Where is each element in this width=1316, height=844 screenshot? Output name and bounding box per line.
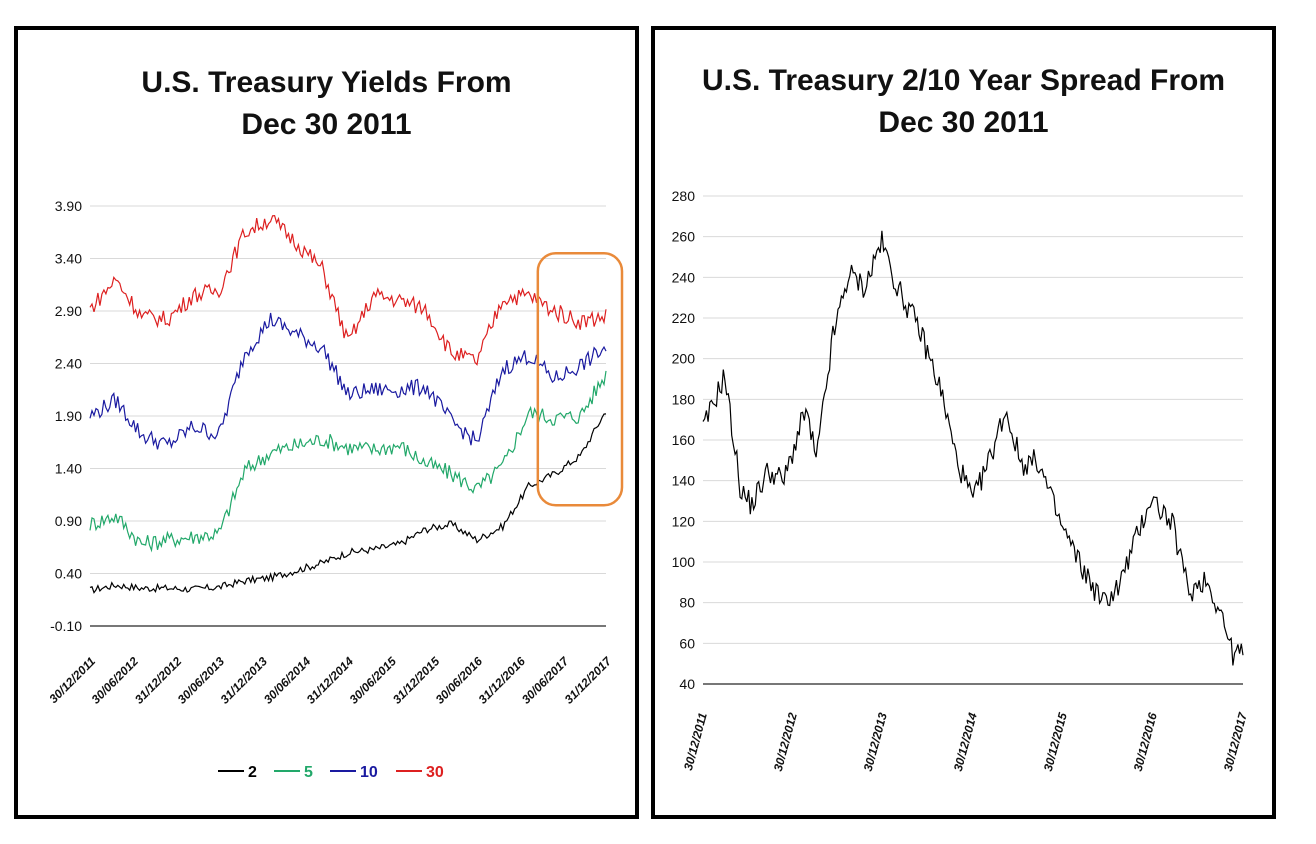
legend-label-2: 2 [248, 764, 257, 781]
y-tick-label: -0.10 [50, 618, 82, 634]
y-tick-label: 60 [679, 635, 695, 651]
y-tick-label: 140 [672, 473, 696, 489]
yields-title-line1: U.S. Treasury Yields From [141, 66, 512, 99]
y-tick-label: 180 [672, 391, 696, 407]
series-line-10 [89, 312, 607, 450]
spread-title-line1: U.S. Treasury 2/10 Year Spread From [701, 64, 1226, 97]
x-tick-label: 30/12/2013 [861, 711, 890, 773]
x-tick-label: 30/12/2014 [951, 711, 980, 773]
series-line-spread [702, 230, 1244, 666]
x-tick-label: 30/12/2011 [681, 711, 710, 772]
y-tick-label: 260 [672, 229, 696, 245]
yields-chart-title: U.S. Treasury Yields From Dec 30 2011 [18, 62, 635, 146]
y-tick-label: 160 [672, 432, 696, 448]
x-tick-label: 30/12/2012 [771, 711, 800, 773]
y-tick-label: 0.40 [55, 566, 82, 582]
series-line-2 [89, 413, 607, 594]
yields-chart-svg: 3.903.402.902.401.901.400.900.40-0.1030/… [46, 198, 624, 781]
x-tick-label: 31/12/2017 [562, 653, 615, 706]
legend-label-5: 5 [304, 764, 313, 781]
spread-title-line2: Dec 30 2011 [878, 106, 1049, 139]
x-tick-label: 30/12/2015 [1041, 711, 1070, 773]
y-tick-label: 2.90 [55, 303, 82, 319]
y-tick-label: 0.90 [55, 513, 82, 529]
yields-title-line2: Dec 30 2011 [241, 108, 412, 141]
series-line-30 [89, 214, 607, 366]
series-line-5 [89, 370, 607, 553]
legend-label-10: 10 [360, 764, 378, 781]
x-tick-label: 30/12/2016 [1131, 711, 1160, 773]
y-tick-label: 1.40 [55, 461, 82, 477]
y-tick-label: 3.40 [55, 251, 82, 267]
y-tick-label: 2.40 [55, 356, 82, 372]
y-tick-label: 200 [672, 351, 696, 367]
y-tick-label: 1.90 [55, 408, 82, 424]
spread-chart-svg: 280 260 240 220 200 180 160 140 120 100 80 60 40 30/1… [672, 188, 1251, 773]
x-tick-label: 30/12/2017 [1221, 710, 1250, 773]
y-tick-label: 280 [672, 188, 696, 204]
yields-chart-panel: U.S. Treasury Yields From Dec 30 2011 3.… [14, 26, 639, 819]
legend-label-30: 30 [426, 764, 444, 781]
y-tick-label: 3.90 [55, 198, 82, 214]
y-tick-label: 240 [672, 269, 696, 285]
highlight-box [536, 252, 624, 507]
y-tick-label: 100 [672, 554, 696, 570]
y-tick-label: 220 [672, 310, 696, 326]
y-tick-label: 40 [679, 676, 695, 692]
spread-chart-title: U.S. Treasury 2/10 Year Spread From Dec … [655, 60, 1272, 144]
y-tick-label: 120 [672, 513, 696, 529]
y-tick-label: 80 [679, 595, 695, 611]
spread-chart-panel: U.S. Treasury 2/10 Year Spread From Dec … [651, 26, 1276, 819]
